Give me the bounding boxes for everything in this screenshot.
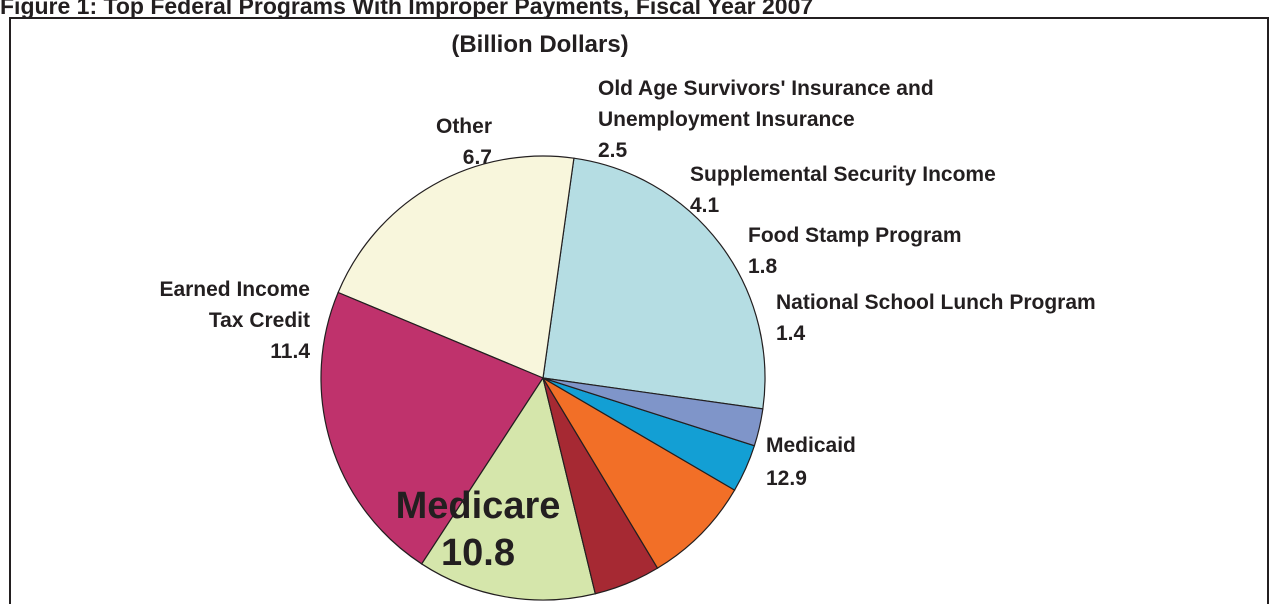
pie-label-ssi: Supplemental Security Income 4.1 [690,163,996,217]
pie-labels: Medicaid 12.9 Medicare 10.8 Earned Income Tax… [159,77,1095,574]
chart-subtitle: (Billion Dollars) [451,31,628,58]
chart-title: Figure 1: Top Federal Programs With Impr… [0,0,813,19]
pie-slice-medicaid [542,157,766,410]
pie-slice-ssi [542,377,736,569]
pie-label-medicare: Medicare 10.8 [396,485,561,574]
pie-slice-other [420,376,597,601]
pie-label-medicaid: Medicaid 12.9 [766,434,856,490]
pie-value-eitc: 11.4 [270,340,310,363]
pie-label-food: Food Stamp Program 1.8 [748,224,962,278]
pie-label-line: National School Lunch Program [776,291,1096,314]
pie-value-ssi: 4.1 [690,194,720,217]
pie-label-oasi: Old Age Survivors' Insurance and Unemploy… [598,77,934,162]
pie-label-nslp: National School Lunch Program 1.4 [776,291,1096,345]
pie-label-line: Food Stamp Program [748,224,962,247]
chart-frame [9,17,1269,604]
pie-value-nslp: 1.4 [776,322,806,345]
pie-slice-medicare [337,155,575,379]
pie-label-line: Tax Credit [209,309,310,332]
pie-value-medicare: 10.8 [441,532,515,574]
pie-label-line: Medicare [396,485,561,527]
pie-slice-nslp [542,377,764,447]
pie-label-line: Old Age Survivors' Insurance and [598,77,934,100]
pie-label-line: Supplemental Security Income [690,163,996,186]
pie-value-oasi: 2.5 [598,139,628,162]
pie-value-medicaid: 12.9 [766,467,807,490]
pie-label-line: Unemployment Insurance [598,108,855,131]
pie-label-eitc: Earned Income Tax Credit 11.4 [159,278,310,363]
pie-value-other: 6.7 [463,146,492,169]
pie-label-line: Medicaid [766,434,856,457]
pie-label-line: Earned Income [159,278,310,301]
pie-slice-eitc [320,291,544,565]
pie-slices [320,155,766,601]
pie-value-food: 1.8 [748,255,778,278]
pie-label-other: Other 6.7 [436,115,492,169]
pie-label-line: Other [436,115,492,138]
